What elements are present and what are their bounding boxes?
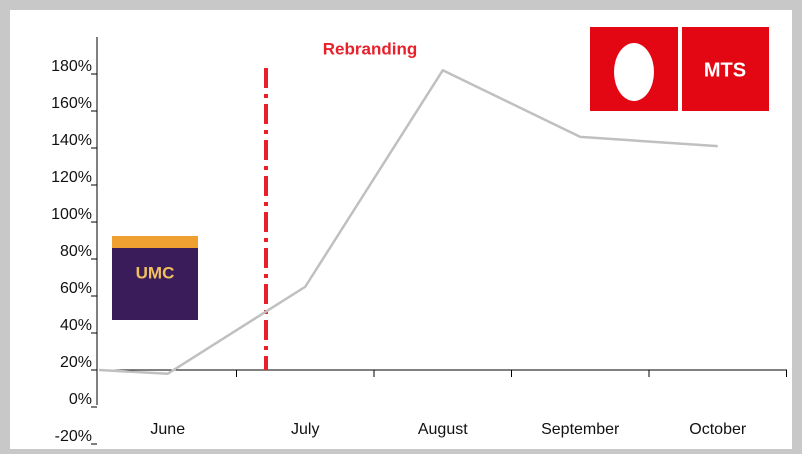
y-tick-label: 60% — [60, 280, 92, 297]
y-tick-label: 40% — [60, 317, 92, 334]
mts-logo-text: MTS — [704, 59, 746, 81]
x-tick-label: June — [150, 421, 185, 438]
y-tick-label: 160% — [51, 95, 92, 112]
y-tick-label: 140% — [51, 132, 92, 149]
data-line — [98, 69, 718, 375]
x-tick-label: October — [689, 421, 747, 438]
y-tick-label: 20% — [60, 354, 92, 371]
mts-logo-right — [682, 27, 769, 111]
y-tick-label: -20% — [55, 428, 92, 445]
umc-logo — [112, 236, 198, 320]
x-tick-label: July — [291, 421, 319, 438]
umc-logo-band — [112, 236, 198, 248]
y-tick-label: 80% — [60, 243, 92, 260]
y-tick-label: 0% — [69, 391, 92, 408]
mts-egg — [614, 43, 654, 101]
x-tick-label: September — [541, 421, 620, 438]
umc-logo-text: UMC — [136, 263, 175, 282]
y-tick-label: 100% — [51, 206, 92, 223]
x-tick-label: August — [418, 421, 468, 438]
y-tick-label: 120% — [51, 169, 92, 186]
annotation: Rebranding — [323, 39, 417, 58]
y-tick-label: 180% — [51, 58, 92, 75]
